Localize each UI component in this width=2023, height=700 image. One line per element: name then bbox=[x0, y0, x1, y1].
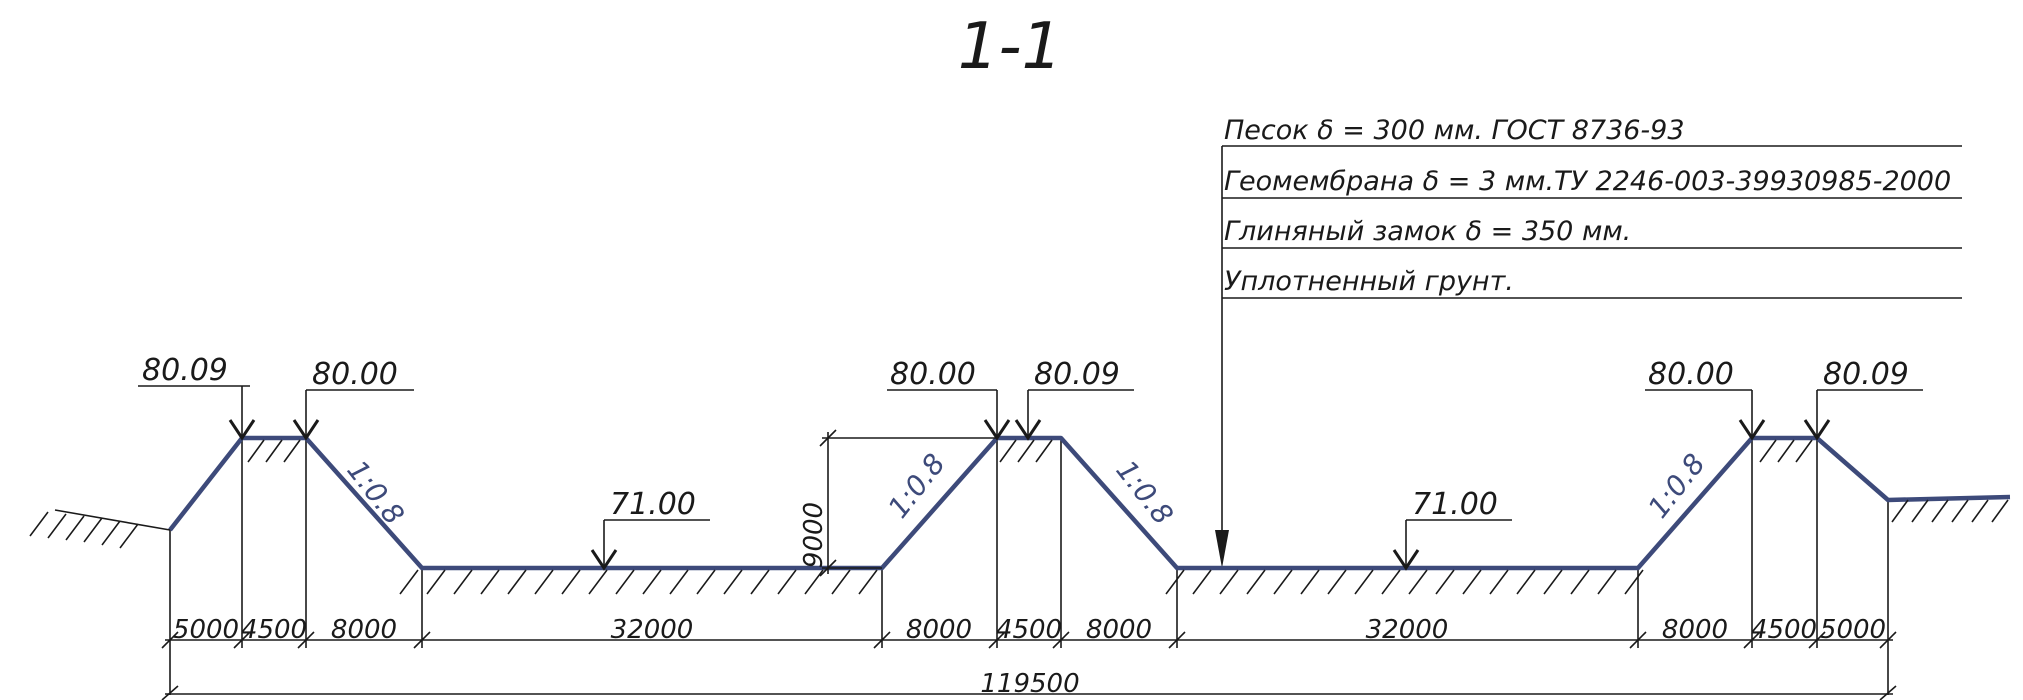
dimension-9: 8000 bbox=[1662, 615, 1728, 645]
section-title: 1-1 bbox=[958, 10, 1063, 84]
layer-leader-arrow-icon bbox=[1215, 530, 1229, 568]
layer-clay-lock: Глиняный замок δ = 350 мм. bbox=[1224, 216, 1631, 247]
dimension-6: 4500 bbox=[996, 615, 1062, 645]
depth-dimension-value: 9000 bbox=[799, 502, 829, 568]
elevation-mid-right: 80.09 bbox=[1034, 357, 1120, 392]
dimension-8: 32000 bbox=[1366, 615, 1449, 645]
dimension-7: 8000 bbox=[1086, 615, 1152, 645]
elevation-markers: 80.09 80.00 71.00 80.00 80.09 71.00 80.0… bbox=[138, 353, 1923, 571]
layer-geomembrane: Геомембрана δ = 3 мм.ТУ 2246-003-3993098… bbox=[1224, 166, 1951, 197]
slope-labels: 1:0.8 1:0.8 1:0.8 1:0.8 bbox=[340, 447, 1711, 530]
slope-label-2: 1:0.8 bbox=[882, 447, 952, 524]
elevation-right-outer: 80.09 bbox=[1823, 357, 1909, 392]
slope-label-3: 1:0.8 bbox=[1109, 454, 1179, 531]
dimension-10: 4500 bbox=[1751, 615, 1817, 645]
slope-label-4: 1:0.8 bbox=[1642, 447, 1712, 524]
ground-profile-line bbox=[168, 435, 2011, 571]
elevation-left-inner: 80.00 bbox=[312, 357, 398, 392]
elevation-left-outer: 80.09 bbox=[142, 353, 228, 388]
soil-hatching bbox=[29, 439, 2009, 595]
dimension-chain: 5000 4500 8000 32000 8000 4500 8000 3200… bbox=[161, 615, 1897, 700]
layer-sand: Песок δ = 300 мм. ГОСТ 8736-93 bbox=[1224, 115, 1685, 146]
total-dimension: 119500 bbox=[980, 669, 1079, 699]
dimension-11: 5000 bbox=[1820, 615, 1886, 645]
dimension-1: 5000 bbox=[173, 615, 239, 645]
depth-dimension: 9000 bbox=[799, 429, 997, 577]
elevation-pond2-bottom: 71.00 bbox=[1412, 487, 1498, 522]
dimension-2: 4500 bbox=[241, 615, 307, 645]
dimension-3: 8000 bbox=[331, 615, 397, 645]
left-natural-ground bbox=[54, 509, 171, 531]
elevation-pond1-bottom: 71.00 bbox=[610, 487, 696, 522]
elevation-mid-left: 80.00 bbox=[890, 357, 976, 392]
dimension-5: 8000 bbox=[906, 615, 972, 645]
elevation-right-inner: 80.00 bbox=[1648, 357, 1734, 392]
layer-legend: Песок δ = 300 мм. ГОСТ 8736-93 Геомембра… bbox=[1215, 115, 1962, 568]
extension-lines bbox=[169, 438, 1889, 695]
dimension-4: 32000 bbox=[611, 615, 694, 645]
layer-compacted-soil: Уплотненный грунт. bbox=[1224, 266, 1514, 297]
